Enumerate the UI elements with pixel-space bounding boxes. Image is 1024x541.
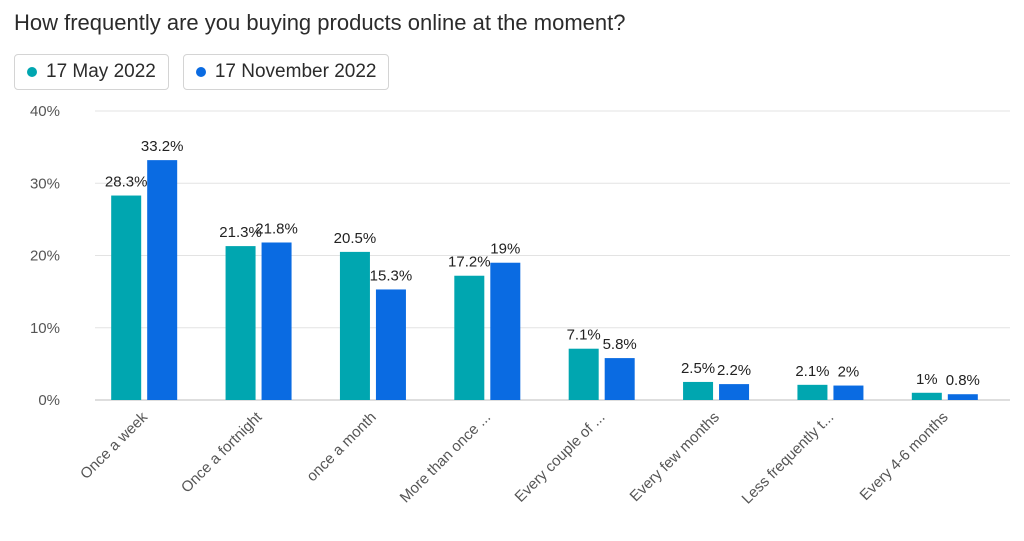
legend-item-november-2022[interactable]: 17 November 2022 [182, 54, 390, 90]
data-label: 2% [838, 364, 860, 381]
x-tick-label: Once a fortnight [178, 408, 266, 496]
data-label: 19% [490, 241, 520, 258]
data-label: 21.3% [219, 224, 262, 241]
x-tick-label: once a month [303, 409, 379, 485]
data-label: 2.1% [795, 363, 829, 380]
data-label: 20.5% [334, 230, 377, 247]
y-tick-label: 0% [38, 392, 60, 409]
y-tick-label: 20% [30, 248, 60, 265]
bar[interactable] [261, 242, 292, 400]
bar[interactable] [147, 160, 178, 400]
x-tick-label: More than once ... [397, 409, 495, 507]
series-dot-icon [27, 67, 37, 77]
bar[interactable] [797, 384, 828, 400]
bar[interactable] [719, 384, 750, 400]
bar[interactable] [111, 195, 142, 400]
bar[interactable] [454, 275, 485, 400]
bars [111, 160, 978, 400]
x-tick-label: Less frequently t... [739, 409, 838, 508]
legend: 17 May 2022 17 November 2022 [14, 54, 390, 90]
bar[interactable] [604, 358, 635, 400]
legend-label: 17 May 2022 [46, 61, 156, 82]
y-tick-label: 10% [30, 320, 60, 337]
legend-label: 17 November 2022 [214, 61, 377, 82]
x-tick-label: Every couple of ... [512, 409, 609, 506]
x-tick-label: Every few months [627, 409, 723, 505]
data-label: 28.3% [105, 174, 148, 191]
category-labels: Once a week Once a fortnight once a month M… [77, 408, 952, 507]
bar[interactable] [490, 262, 521, 400]
bar[interactable] [683, 381, 714, 400]
bar[interactable] [947, 394, 978, 400]
chart-title: How frequently are you buying products o… [14, 10, 626, 35]
y-tick-label: 40% [30, 103, 60, 120]
bar[interactable] [225, 246, 256, 400]
data-label: 33.2% [141, 138, 184, 155]
data-label: 15.3% [370, 267, 413, 284]
data-labels: 28.3% 33.2% 21.3%21.8% 20.5% 15.3% 17.2%19% 7.… [105, 138, 980, 389]
x-tick-label: Once a week [77, 408, 151, 482]
data-label: 7.1% [567, 327, 601, 344]
data-label: 2.2% [717, 362, 751, 379]
bar[interactable] [375, 289, 406, 400]
data-label: 0.8% [946, 372, 980, 389]
data-label: 21.8% [255, 220, 298, 237]
data-label: 1% [916, 371, 938, 388]
legend-item-may-2022[interactable]: 17 May 2022 [14, 54, 169, 90]
bar[interactable] [339, 251, 370, 400]
bar[interactable] [568, 348, 599, 400]
data-label: 2.5% [681, 360, 715, 377]
y-tick-label: 30% [30, 175, 60, 192]
data-label: 17.2% [448, 254, 491, 271]
x-tick-label: Every 4-6 months [857, 409, 952, 504]
bar[interactable] [833, 385, 864, 400]
data-label: 5.8% [603, 336, 637, 353]
series-dot-icon [195, 67, 206, 77]
bar[interactable] [911, 392, 942, 400]
